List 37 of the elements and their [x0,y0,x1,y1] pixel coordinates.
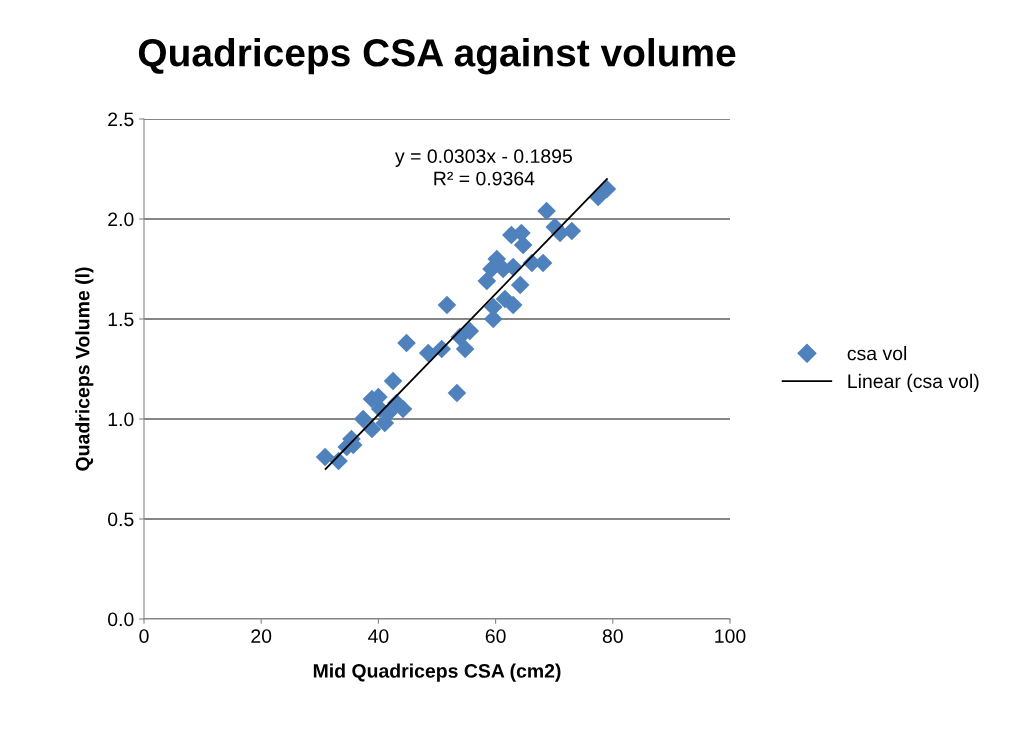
x-axis-title: Mid Quadriceps CSA (cm2) [313,663,561,682]
point [513,235,533,255]
point [455,339,475,359]
legend-label: Linear (csa vol) [848,373,979,392]
point [477,271,497,291]
point [397,333,416,353]
point [510,275,530,295]
y-tick-label: 1.0 [108,412,134,427]
annotation: y = 0.0303x - 0.1895 [395,149,572,167]
chart-title: Quadriceps CSA against volume [138,38,736,75]
point [537,201,556,221]
point [460,321,480,341]
point [393,399,413,419]
point [418,343,438,363]
y-tick-label: 2.0 [108,212,134,227]
annotation: R² = 0.9364 [434,171,535,186]
point [562,221,582,241]
x-tick-label: 60 [485,629,506,643]
y-tick-label: 0.0 [108,612,134,627]
x-tick-label: 80 [602,629,623,643]
point [383,371,403,391]
x-tick-label: 20 [251,629,272,643]
point [437,295,457,315]
y-tick-label: 0.5 [108,512,134,527]
point [503,295,523,315]
point [353,409,373,429]
x-tick-label: 100 [715,629,746,643]
y-axis-title: Quadriceps Volume (l) [75,267,94,471]
point [597,179,617,199]
x-tick-label: 0 [139,629,149,643]
x-tick-label: 40 [368,629,389,643]
point [315,447,335,467]
legend-label: csa vol [847,346,907,361]
y-tick-label: 2.5 [108,112,134,127]
y-tick-label: 1.5 [108,312,134,327]
point [487,249,507,269]
point [447,383,467,403]
